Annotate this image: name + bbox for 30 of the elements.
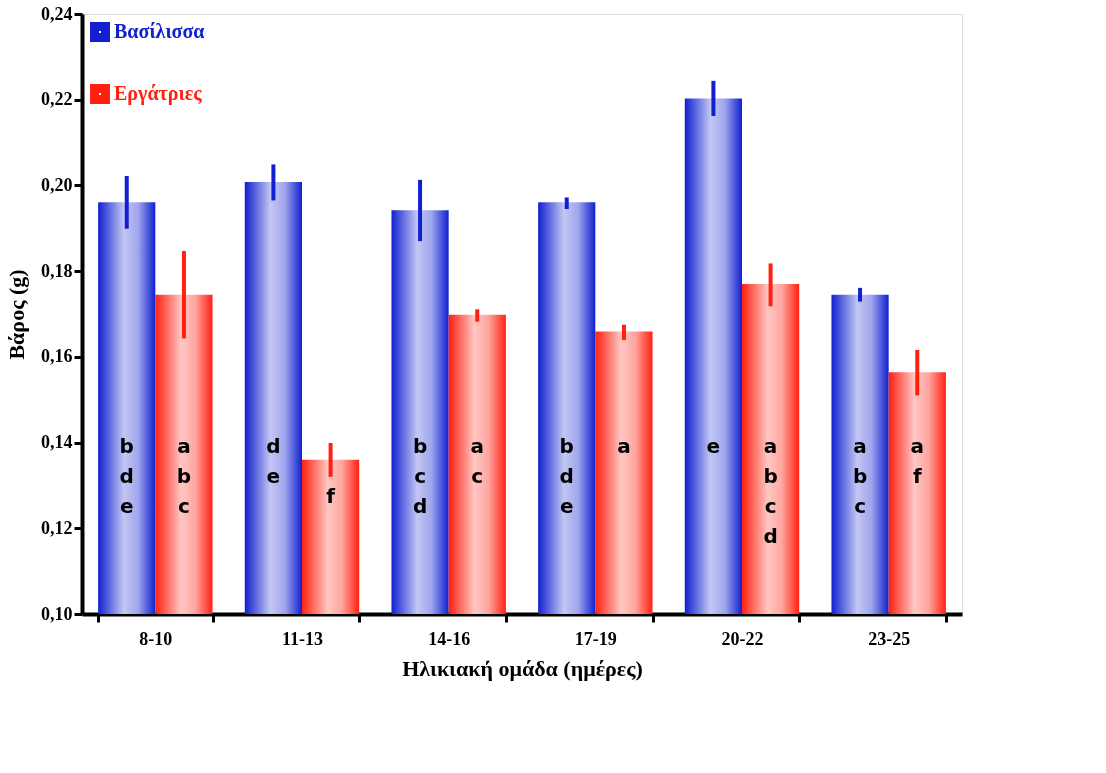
- data-label: b d e: [559, 434, 574, 518]
- y-tick-label: 0,18: [41, 260, 73, 281]
- x-tick-label: 17-19: [574, 628, 617, 649]
- y-tick-label: 0,12: [41, 517, 73, 538]
- data-label: f: [326, 483, 336, 508]
- data-label: a b c: [852, 434, 868, 518]
- y-axis-title: Βάρος (g): [4, 269, 29, 360]
- x-tick-label: 23-25: [868, 628, 911, 649]
- data-label: b d e: [119, 434, 134, 518]
- data-label: d e: [266, 434, 281, 488]
- data-label: a b c d: [763, 434, 778, 548]
- legend-label: Βασίλισσα: [114, 20, 205, 42]
- y-tick-label: 0,14: [41, 432, 73, 453]
- x-tick-label: 11-13: [281, 628, 324, 649]
- data-label: a f: [910, 434, 925, 488]
- y-tick-label: 0,16: [41, 346, 73, 367]
- x-tick-label: 20-22: [721, 628, 764, 649]
- data-label: a: [617, 434, 631, 458]
- y-tick-label: 0,20: [41, 174, 73, 195]
- x-axis-title: Ηλικιακή ομάδα (ημέρες): [402, 655, 643, 681]
- legend-label: Εργάτριες: [114, 82, 203, 105]
- data-label: b c d: [412, 434, 428, 518]
- data-label: a c: [470, 434, 485, 488]
- x-tick-label: 14-16: [428, 628, 471, 649]
- y-tick-label: 0,22: [41, 89, 73, 110]
- x-tick-label: 8-10: [139, 628, 173, 649]
- data-label: a b c: [176, 434, 192, 518]
- y-tick-label: 0,10: [41, 603, 73, 624]
- y-tick-label: 0,24: [41, 3, 73, 24]
- data-label: e: [706, 434, 721, 458]
